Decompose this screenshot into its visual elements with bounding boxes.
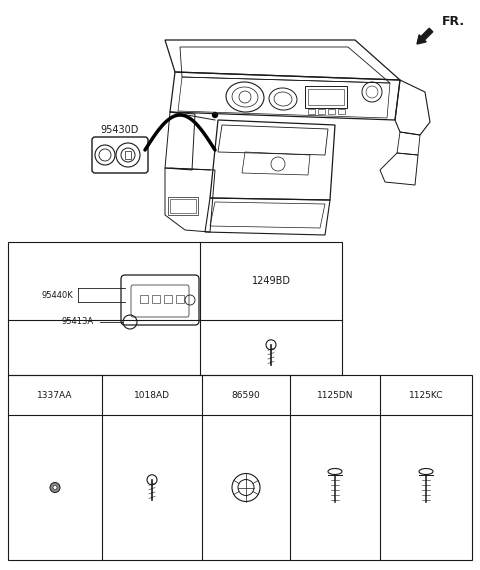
Text: 1018AD: 1018AD	[134, 390, 170, 400]
Circle shape	[53, 486, 57, 490]
Text: 95440K: 95440K	[42, 291, 74, 299]
Text: 1125DN: 1125DN	[317, 390, 353, 400]
Bar	[152, 295, 160, 303]
Bar	[8, 242, 342, 375]
Text: 86590: 86590	[232, 390, 260, 400]
Text: 1125KC: 1125KC	[409, 390, 443, 400]
Text: 1249BD: 1249BD	[252, 276, 290, 286]
Bar	[164, 295, 172, 303]
Text: 1337AA: 1337AA	[37, 390, 73, 400]
Text: FR.: FR.	[442, 15, 465, 28]
Circle shape	[213, 112, 217, 117]
Text: 95413A: 95413A	[62, 317, 94, 327]
Bar	[170, 199, 196, 213]
FancyArrow shape	[417, 28, 433, 44]
Bar	[125, 151, 131, 159]
Circle shape	[50, 482, 60, 492]
Bar	[140, 295, 148, 303]
Bar	[305, 86, 347, 108]
Bar	[328, 109, 335, 114]
Bar	[338, 109, 345, 114]
Bar	[8, 375, 472, 560]
Bar	[308, 89, 344, 105]
Bar	[308, 109, 315, 114]
Bar	[168, 197, 198, 215]
Text: 95430D: 95430D	[100, 125, 138, 135]
Bar	[176, 295, 184, 303]
Bar	[318, 109, 325, 114]
